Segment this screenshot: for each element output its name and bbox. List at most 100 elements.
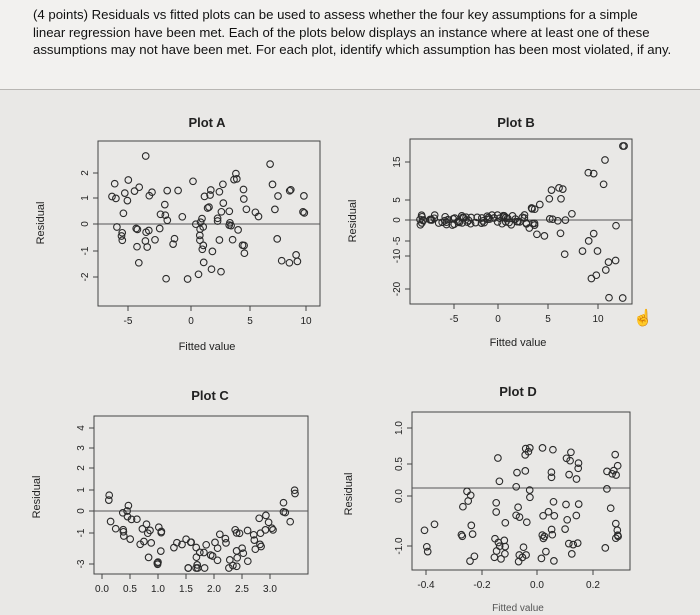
data-point [200, 548, 208, 557]
data-point [135, 183, 144, 192]
data-point [243, 526, 252, 535]
data-point [613, 526, 622, 535]
data-point [540, 232, 549, 240]
data-point [285, 258, 294, 267]
data-point [423, 547, 432, 556]
data-point [163, 186, 172, 195]
data-point [473, 213, 482, 222]
data-point [567, 448, 575, 457]
data-point [589, 229, 598, 238]
data-point [480, 218, 488, 227]
y-tick-label: 2 [80, 170, 91, 176]
data-point [183, 275, 192, 283]
data-point [232, 562, 241, 571]
data-point [104, 496, 113, 504]
data-point [589, 169, 598, 178]
data-point [470, 552, 479, 561]
data-point [466, 557, 474, 565]
data-point [572, 475, 581, 483]
data-point [169, 240, 177, 248]
x-tick-label: 0 [188, 316, 194, 327]
data-point [118, 508, 127, 517]
data-point [134, 258, 143, 267]
data-point [142, 520, 151, 529]
data-point [525, 486, 534, 494]
plot-a-points [108, 152, 309, 283]
data-point [492, 547, 501, 555]
data-point [419, 216, 428, 225]
data-point [133, 515, 141, 524]
data-point [148, 188, 156, 197]
plot-d-xlabel: Fitted value [492, 603, 544, 614]
data-point [490, 553, 499, 562]
x-tick-label: 0 [495, 314, 501, 325]
data-point [198, 214, 206, 223]
data-point [206, 186, 215, 194]
data-point [612, 221, 620, 230]
data-point [147, 539, 156, 547]
data-point [264, 518, 273, 527]
data-point [286, 517, 295, 526]
data-point [612, 471, 620, 479]
question-panel: (4 points) Residuals vs fitted plots can… [0, 0, 700, 90]
data-point [199, 258, 208, 267]
data-point [225, 556, 234, 564]
x-tick-label: -5 [124, 316, 133, 327]
plot-b-frame [409, 138, 633, 305]
data-point [572, 511, 581, 520]
x-tick-label: 10 [592, 314, 604, 325]
data-point [477, 219, 486, 227]
data-point [555, 184, 563, 192]
plot-b-ylabel: Residual [347, 200, 359, 243]
data-point [206, 191, 214, 199]
data-point [539, 511, 547, 520]
data-point [271, 205, 279, 214]
plot-d-points [420, 444, 622, 566]
data-point [203, 204, 212, 212]
hand-cursor-icon: ☝ [633, 310, 653, 327]
data-point [544, 507, 553, 516]
data-point [196, 236, 204, 245]
data-point [199, 223, 208, 231]
data-point [213, 214, 222, 223]
data-point [229, 561, 237, 570]
data-point [494, 454, 502, 462]
data-point [206, 551, 215, 559]
y-tick-label: -5 [392, 236, 403, 245]
data-point [243, 557, 252, 566]
data-point [254, 212, 263, 221]
data-point [111, 524, 120, 533]
data-point [225, 207, 234, 216]
y-tick-label: 5 [392, 197, 403, 203]
data-point [568, 209, 576, 218]
data-point [160, 200, 169, 209]
data-point [232, 169, 240, 178]
data-point [217, 207, 226, 216]
data-point [240, 249, 249, 258]
data-point [557, 194, 565, 203]
data-point [467, 521, 476, 530]
data-point [213, 556, 222, 565]
data-point [490, 214, 498, 222]
data-point [547, 468, 556, 477]
data-point [573, 539, 582, 547]
data-point [118, 228, 127, 237]
data-point [202, 540, 211, 549]
data-point [558, 185, 567, 193]
data-point [422, 542, 431, 551]
data-point [505, 218, 513, 227]
x-tick-label: -0.4 [417, 580, 435, 591]
data-point [420, 526, 429, 535]
data-point [219, 180, 227, 189]
data-point [144, 553, 153, 562]
data-point [161, 211, 170, 220]
data-point [605, 293, 613, 302]
y-tick-label: 1 [76, 487, 87, 493]
data-point [503, 214, 512, 223]
data-point [524, 447, 533, 456]
data-point [574, 500, 583, 508]
residual-plots-figure: Plot A Residual Fitted value -5 0 5 10-2-10… [31, 115, 633, 614]
data-point [556, 229, 565, 238]
data-point [540, 532, 549, 541]
data-point [613, 461, 622, 470]
